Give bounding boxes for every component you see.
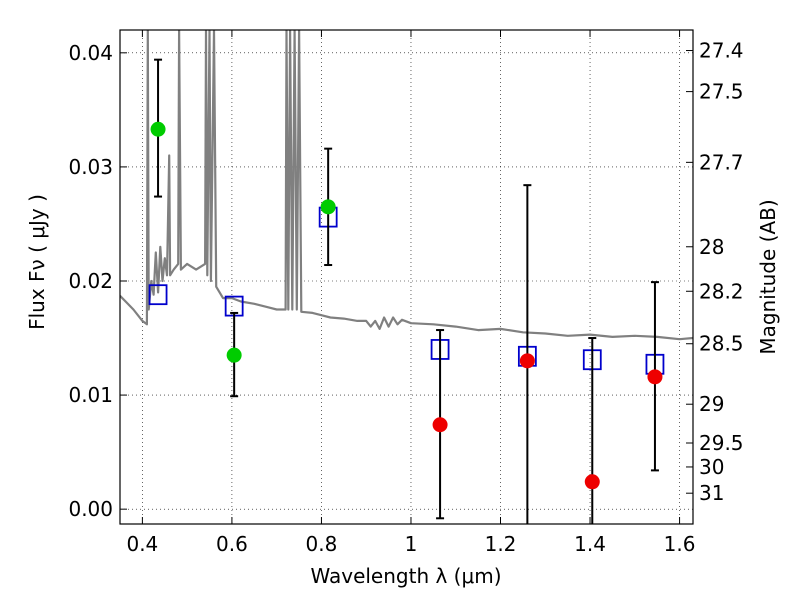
y-right-tick-label: 29.5 <box>699 431 744 455</box>
y-right-tick-label: 28.2 <box>699 279 744 303</box>
observed-point <box>150 121 166 137</box>
y-tick-label: 0.03 <box>68 155 113 179</box>
y-tick-label: 0.02 <box>68 269 113 293</box>
observed-point <box>647 369 663 385</box>
y-right-tick-label: 27.7 <box>699 150 744 174</box>
x-tick-label: 1 <box>405 532 418 556</box>
y-right-tick-label: 27.5 <box>699 80 744 104</box>
model-spectrum-line <box>120 30 693 341</box>
x-tick-label: 1.4 <box>574 532 606 556</box>
x-tick-label: 0.4 <box>126 532 158 556</box>
observed-point <box>519 353 535 369</box>
y-axis-label: Flux Fν ( μJy ) <box>25 194 49 330</box>
x-axis-label: Wavelength λ (μm) <box>310 564 501 588</box>
x-tick-label: 1.6 <box>664 532 696 556</box>
y-tick-label: 0.04 <box>68 41 113 65</box>
y-tick-label: 0.00 <box>68 497 113 521</box>
observed-point <box>226 347 242 363</box>
x-tick-label: 0.6 <box>216 532 248 556</box>
y-right-tick-label: 31 <box>699 481 724 505</box>
y-right-tick-label: 28.5 <box>699 332 744 356</box>
y-tick-label: 0.01 <box>68 383 113 407</box>
y-tick-labels: 0.00 0.01 0.02 0.03 0.04 <box>68 41 113 521</box>
axis-ticks <box>120 30 693 524</box>
observed-point <box>320 199 336 215</box>
model-spectrum <box>120 30 693 341</box>
x-tick-label: 0.8 <box>306 532 338 556</box>
y-right-tick-label: 28 <box>699 235 724 259</box>
x-tick-labels: 0.4 0.6 0.8 1 1.2 1.4 1.6 <box>126 532 695 556</box>
observed-point <box>432 417 448 433</box>
model-point-square <box>148 284 168 306</box>
x-tick-label: 1.2 <box>485 532 517 556</box>
observed-point <box>584 474 600 490</box>
plot-frame <box>119 29 694 525</box>
y-right-tick-label: 30 <box>699 455 724 479</box>
model-photometry <box>148 206 665 375</box>
y-right-tick-label: 27.4 <box>699 39 744 63</box>
observed-photometry <box>150 58 663 524</box>
y-right-tick-label: 29 <box>699 392 724 416</box>
y-axis-right-label: Magnitude (AB) <box>756 199 780 354</box>
